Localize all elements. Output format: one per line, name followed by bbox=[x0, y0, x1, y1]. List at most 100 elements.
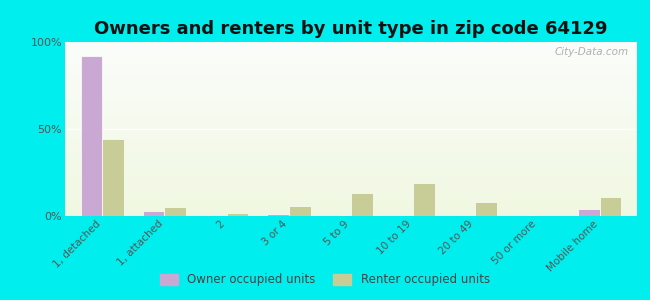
Bar bbox=[65, 47, 637, 48]
Bar bbox=[102, 140, 124, 216]
Bar bbox=[65, 55, 637, 56]
Bar bbox=[227, 212, 248, 216]
Bar bbox=[65, 90, 637, 91]
Bar bbox=[65, 117, 637, 118]
Bar bbox=[65, 125, 637, 126]
Bar bbox=[65, 153, 637, 154]
Bar bbox=[65, 134, 637, 135]
Bar bbox=[65, 172, 637, 173]
Bar bbox=[65, 196, 637, 197]
Bar bbox=[65, 199, 637, 200]
Bar bbox=[65, 183, 637, 184]
Bar bbox=[65, 122, 637, 123]
Bar bbox=[65, 115, 637, 116]
Bar bbox=[65, 109, 637, 110]
Bar bbox=[65, 42, 637, 43]
Bar bbox=[65, 186, 637, 187]
Bar bbox=[65, 99, 637, 100]
Bar bbox=[65, 82, 637, 83]
Bar bbox=[65, 143, 637, 144]
Bar bbox=[164, 207, 187, 216]
Bar bbox=[65, 75, 637, 76]
Bar bbox=[65, 173, 637, 174]
Bar bbox=[65, 112, 637, 113]
Bar bbox=[65, 54, 637, 55]
Bar bbox=[65, 67, 637, 68]
Bar bbox=[65, 74, 637, 75]
Bar bbox=[65, 56, 637, 57]
Bar bbox=[65, 81, 637, 82]
Bar bbox=[65, 128, 637, 129]
Bar bbox=[65, 113, 637, 114]
Bar bbox=[65, 193, 637, 194]
Bar bbox=[65, 202, 637, 203]
Bar bbox=[65, 187, 637, 188]
Bar bbox=[65, 152, 637, 153]
Bar bbox=[65, 150, 637, 151]
Bar bbox=[65, 213, 637, 214]
Bar bbox=[65, 103, 637, 104]
Bar bbox=[65, 164, 637, 165]
Bar bbox=[65, 118, 637, 119]
Bar bbox=[65, 127, 637, 128]
Bar bbox=[65, 104, 637, 105]
Bar bbox=[65, 126, 637, 127]
Bar bbox=[267, 214, 289, 216]
Bar bbox=[65, 97, 637, 98]
Bar bbox=[65, 146, 637, 147]
Bar bbox=[65, 158, 637, 159]
Bar bbox=[65, 138, 637, 139]
Bar bbox=[65, 195, 637, 196]
Bar bbox=[65, 163, 637, 164]
Bar bbox=[65, 148, 637, 149]
Bar bbox=[65, 70, 637, 71]
Bar bbox=[65, 110, 637, 111]
Bar bbox=[65, 145, 637, 146]
Bar bbox=[65, 123, 637, 124]
Bar bbox=[143, 211, 164, 216]
Bar bbox=[65, 46, 637, 47]
Bar bbox=[65, 131, 637, 132]
Bar bbox=[65, 154, 637, 155]
Bar bbox=[65, 135, 637, 136]
Bar bbox=[65, 149, 637, 150]
Bar bbox=[65, 51, 637, 52]
Bar bbox=[65, 170, 637, 171]
Bar bbox=[65, 157, 637, 158]
Bar bbox=[65, 105, 637, 106]
Bar bbox=[65, 155, 637, 156]
Bar bbox=[65, 107, 637, 108]
Bar bbox=[65, 58, 637, 59]
Bar bbox=[65, 114, 637, 115]
Bar bbox=[65, 89, 637, 90]
Bar bbox=[65, 48, 637, 49]
Bar bbox=[65, 142, 637, 143]
Bar bbox=[65, 84, 637, 85]
Bar bbox=[65, 188, 637, 189]
Bar bbox=[65, 60, 637, 61]
Bar bbox=[65, 180, 637, 181]
Bar bbox=[65, 116, 637, 117]
Bar bbox=[65, 63, 637, 64]
Bar bbox=[65, 80, 637, 81]
Bar bbox=[65, 175, 637, 176]
Bar bbox=[65, 106, 637, 107]
Bar bbox=[65, 179, 637, 180]
Bar bbox=[578, 209, 600, 216]
Bar bbox=[65, 44, 637, 45]
Bar bbox=[65, 53, 637, 54]
Bar bbox=[65, 182, 637, 183]
Bar bbox=[65, 189, 637, 190]
Bar bbox=[65, 85, 637, 86]
Bar bbox=[65, 204, 637, 205]
Bar bbox=[65, 169, 637, 170]
Bar bbox=[351, 194, 372, 216]
Bar bbox=[65, 64, 637, 65]
Bar bbox=[65, 140, 637, 141]
Bar bbox=[65, 168, 637, 169]
Bar bbox=[65, 171, 637, 172]
Bar bbox=[65, 119, 637, 120]
Bar bbox=[65, 209, 637, 210]
Bar bbox=[65, 151, 637, 152]
Bar bbox=[65, 178, 637, 179]
